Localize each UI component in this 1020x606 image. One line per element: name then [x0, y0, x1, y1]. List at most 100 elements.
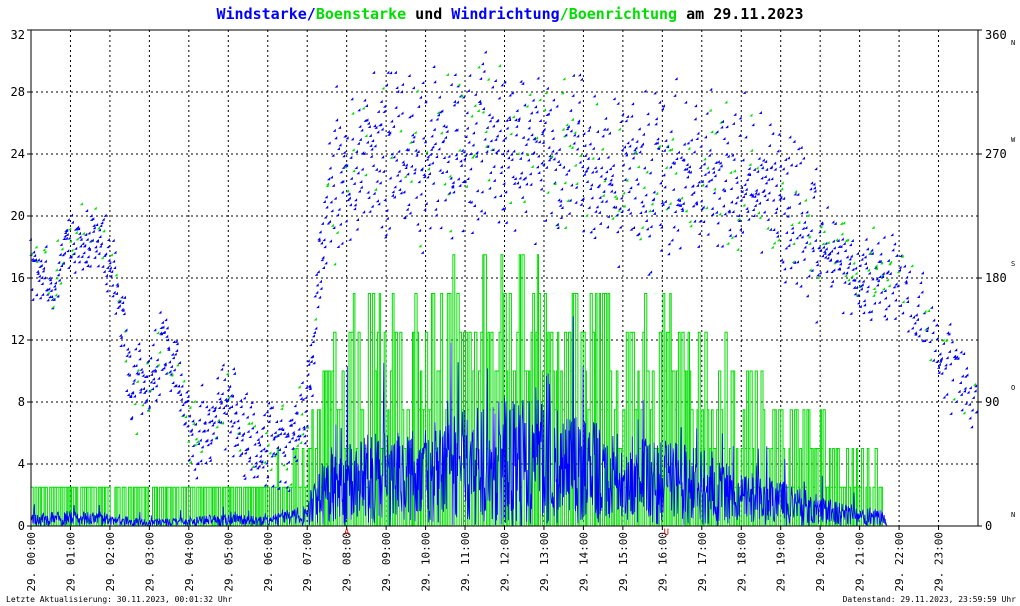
wind-direction-point	[311, 334, 315, 338]
wind-direction-point	[224, 412, 228, 416]
gust-direction-point	[464, 184, 468, 188]
wind-direction-point	[284, 445, 288, 449]
wind-direction-point	[867, 310, 871, 314]
wind-direction-point	[853, 278, 857, 282]
wind-direction-point	[861, 279, 865, 283]
wind-direction-point	[703, 172, 707, 176]
gust-direction-point	[941, 338, 945, 342]
wind-direction-point	[760, 176, 764, 180]
wind-direction-point	[498, 129, 502, 133]
wind-direction-point	[323, 245, 327, 249]
wind-direction-point	[577, 119, 581, 123]
y-right-direction-label: O	[1011, 384, 1015, 392]
gust-direction-point	[600, 147, 604, 151]
wind-direction-point	[348, 203, 352, 207]
wind-direction-point	[812, 195, 816, 199]
wind-direction-point	[67, 236, 71, 240]
wind-direction-point	[768, 122, 772, 126]
gust-direction-point	[844, 273, 848, 277]
wind-direction-point	[504, 190, 508, 194]
wind-direction-point	[127, 373, 131, 377]
wind-direction-point	[526, 137, 530, 141]
wind-direction-point	[396, 114, 400, 118]
wind-direction-point	[771, 131, 775, 135]
wind-direction-point	[816, 273, 820, 277]
wind-direction-point	[694, 200, 698, 204]
wind-direction-point	[331, 183, 335, 187]
wind-direction-point	[67, 265, 71, 269]
wind-direction-point	[486, 144, 490, 148]
wind-direction-point	[644, 219, 648, 223]
wind-direction-point	[400, 90, 404, 94]
wind-direction-point	[235, 436, 239, 440]
wind-direction-point	[494, 150, 498, 154]
gust-direction-point	[436, 110, 440, 114]
wind-direction-point	[436, 113, 440, 117]
gust-direction-point	[60, 247, 64, 251]
wind-direction-point	[442, 156, 446, 160]
wind-direction-point	[499, 165, 503, 169]
gust-direction-point	[509, 132, 513, 136]
wind-direction-point	[126, 393, 130, 397]
wind-direction-point	[499, 194, 503, 198]
wind-direction-point	[831, 239, 835, 243]
wind-direction-point	[493, 79, 497, 83]
wind-direction-point	[91, 217, 95, 221]
wind-direction-point	[322, 200, 326, 204]
wind-direction-point	[886, 269, 890, 273]
wind-direction-point	[796, 192, 800, 196]
wind-direction-point	[756, 169, 760, 173]
gust-direction-point	[51, 305, 55, 309]
wind-direction-point	[559, 215, 563, 219]
wind-direction-point	[365, 118, 369, 122]
wind-direction-point	[567, 211, 571, 215]
gust-direction-point	[141, 403, 145, 407]
gust-direction-point	[81, 231, 85, 235]
wind-direction-point	[125, 353, 129, 357]
wind-direction-point	[153, 328, 157, 332]
wind-direction-point	[674, 77, 678, 81]
wind-direction-point	[608, 167, 612, 171]
wind-direction-point	[408, 115, 412, 119]
wind-direction-point	[367, 195, 371, 199]
wind-direction-point	[852, 285, 856, 289]
wind-direction-point	[707, 179, 711, 183]
wind-direction-point	[523, 103, 527, 107]
wind-direction-point	[775, 207, 779, 211]
wind-direction-point	[721, 119, 725, 123]
wind-direction-point	[209, 438, 213, 442]
wind-direction-point	[832, 246, 836, 250]
gust-direction-point	[68, 227, 72, 231]
wind-direction-point	[928, 340, 932, 344]
wind-direction-point	[229, 419, 233, 423]
gust-direction-point	[526, 153, 530, 157]
wind-direction-point	[491, 148, 495, 152]
wind-direction-point	[717, 196, 721, 200]
wind-direction-point	[122, 343, 126, 347]
wind-direction-point	[503, 80, 507, 84]
gust-direction-point	[46, 291, 50, 295]
wind-direction-point	[355, 227, 359, 231]
wind-direction-point	[255, 430, 259, 434]
wind-direction-point	[293, 438, 297, 442]
wind-direction-point	[626, 141, 630, 145]
x-tick-label: 29. 23:00	[933, 532, 946, 592]
gust-direction-point	[880, 261, 884, 265]
wind-direction-point	[803, 220, 807, 224]
wind-direction-point	[508, 93, 512, 97]
wind-direction-point	[953, 356, 957, 360]
wind-direction-point	[137, 342, 141, 346]
wind-direction-point	[857, 279, 861, 283]
wind-direction-point	[859, 287, 863, 291]
wind-direction-point	[505, 118, 509, 122]
wind-direction-point	[336, 245, 340, 249]
wind-direction-point	[676, 228, 680, 232]
wind-direction-point	[932, 318, 936, 322]
wind-direction-point	[303, 409, 307, 413]
wind-direction-point	[241, 432, 245, 436]
wind-direction-point	[695, 137, 699, 141]
wind-direction-point	[340, 241, 344, 245]
wind-direction-point	[140, 411, 144, 415]
wind-direction-point	[61, 261, 65, 265]
wind-direction-point	[342, 154, 346, 158]
